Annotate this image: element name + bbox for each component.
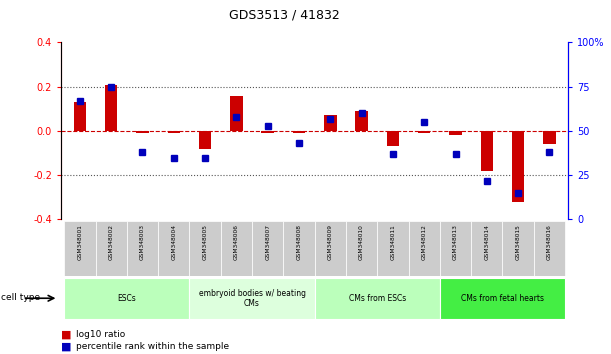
- Bar: [315, 278, 440, 319]
- Text: GSM348014: GSM348014: [485, 224, 489, 260]
- Bar: [502, 221, 534, 276]
- Bar: [471, 221, 502, 276]
- Bar: [221, 221, 252, 276]
- Bar: [534, 221, 565, 276]
- Text: ■: ■: [61, 330, 71, 339]
- Bar: [284, 221, 315, 276]
- Text: CMs from fetal hearts: CMs from fetal hearts: [461, 294, 544, 303]
- Bar: [346, 221, 377, 276]
- Text: GSM348007: GSM348007: [265, 224, 270, 260]
- Text: embryoid bodies w/ beating
CMs: embryoid bodies w/ beating CMs: [199, 289, 306, 308]
- Bar: [189, 221, 221, 276]
- Bar: [199, 131, 211, 149]
- Bar: [418, 131, 431, 133]
- Text: GSM348006: GSM348006: [234, 224, 239, 260]
- Text: ESCs: ESCs: [117, 294, 136, 303]
- Text: GSM348005: GSM348005: [203, 224, 208, 260]
- Text: CMs from ESCs: CMs from ESCs: [349, 294, 406, 303]
- Bar: [387, 131, 399, 147]
- Text: GSM348013: GSM348013: [453, 224, 458, 260]
- Text: GSM348003: GSM348003: [140, 224, 145, 260]
- Bar: [252, 221, 284, 276]
- Text: GSM348012: GSM348012: [422, 224, 426, 260]
- Bar: [440, 278, 565, 319]
- Text: GSM348015: GSM348015: [516, 224, 521, 260]
- Bar: [440, 221, 471, 276]
- Bar: [481, 131, 493, 171]
- Text: cell type: cell type: [1, 293, 40, 302]
- Bar: [127, 221, 158, 276]
- Bar: [293, 131, 306, 133]
- Bar: [64, 278, 189, 319]
- Text: ■: ■: [61, 342, 71, 352]
- Bar: [136, 131, 148, 133]
- Bar: [449, 131, 462, 136]
- Bar: [262, 131, 274, 133]
- Text: GSM348011: GSM348011: [390, 224, 395, 260]
- Text: GSM348001: GSM348001: [78, 224, 82, 260]
- Text: GSM348016: GSM348016: [547, 224, 552, 260]
- Bar: [543, 131, 556, 144]
- Text: GSM348002: GSM348002: [109, 224, 114, 260]
- Bar: [230, 96, 243, 131]
- Text: GSM348009: GSM348009: [328, 224, 333, 260]
- Text: GSM348008: GSM348008: [296, 224, 301, 260]
- Bar: [167, 131, 180, 133]
- Bar: [377, 221, 409, 276]
- Bar: [158, 221, 189, 276]
- Bar: [105, 85, 117, 131]
- Bar: [95, 221, 127, 276]
- Bar: [512, 131, 524, 202]
- Text: log10 ratio: log10 ratio: [76, 330, 126, 339]
- Bar: [64, 221, 95, 276]
- Text: GSM348004: GSM348004: [171, 224, 177, 260]
- Bar: [356, 111, 368, 131]
- Bar: [324, 115, 337, 131]
- Bar: [409, 221, 440, 276]
- Bar: [315, 221, 346, 276]
- Bar: [73, 102, 86, 131]
- Text: GDS3513 / 41832: GDS3513 / 41832: [229, 8, 340, 21]
- Bar: [189, 278, 315, 319]
- Text: GSM348010: GSM348010: [359, 224, 364, 260]
- Text: percentile rank within the sample: percentile rank within the sample: [76, 342, 230, 352]
